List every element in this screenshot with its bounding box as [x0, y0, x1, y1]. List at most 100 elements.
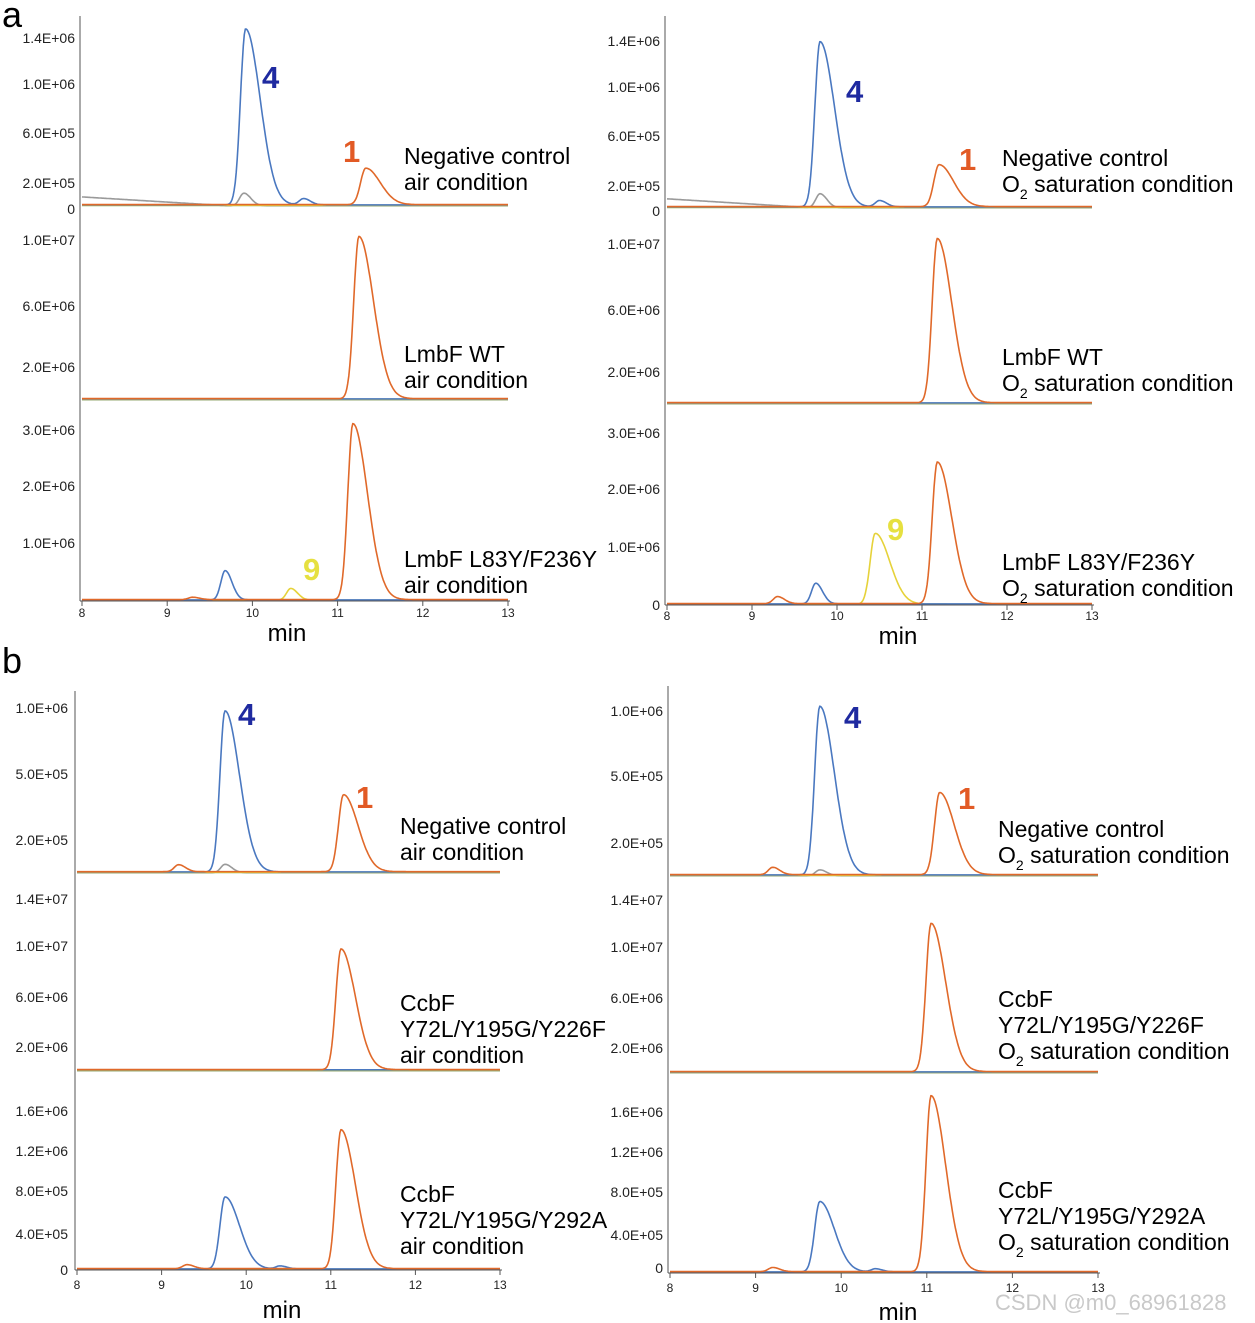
condition-label: air condition — [400, 1233, 524, 1259]
peak-label-4: 4 — [844, 700, 862, 735]
x-tick-label: 10 — [830, 609, 844, 623]
y-tick-label: 1.0E+06 — [22, 76, 75, 92]
y-tick-label: 1.0E+06 — [607, 539, 660, 555]
condition-label: Y72L/Y195G/Y292A — [998, 1203, 1206, 1229]
x-tick-label: 9 — [164, 606, 171, 620]
panel-letter-b: b — [2, 640, 22, 681]
y-tick-label: 4.0E+05 — [15, 1226, 68, 1242]
x-tick-label: 13 — [493, 1278, 507, 1292]
y-tick-label: 1.0E+07 — [15, 938, 68, 954]
y-tick-label: 1.0E+06 — [22, 535, 75, 551]
condition-label: LmbF L83Y/F236Y — [404, 546, 597, 572]
condition-label-o: O — [998, 842, 1016, 868]
y-tick-label: 3.0E+06 — [22, 422, 75, 438]
condition-label: Negative control — [400, 813, 566, 839]
x-tick-label: 12 — [416, 606, 430, 620]
trace-panel: 1.4E+07 1.0E+07 6.0E+06 2.0E+06 CcbFY72L/Y19… — [610, 892, 1230, 1074]
chart-a-right: 1.4E+06 1.0E+06 6.0E+05 2.0E+05 0 4 1 Negative … — [607, 16, 1234, 650]
condition-label-rest: saturation condition — [1024, 1038, 1230, 1064]
y-tick-label: 0 — [60, 1262, 68, 1278]
series-line-orange — [77, 948, 500, 1071]
trace-panel: 1.6E+06 1.2E+06 8.0E+05 4.0E+05 0 CcbFY72L/Y1… — [15, 1103, 607, 1278]
series-line-orange — [82, 235, 508, 400]
x-tick-label: 8 — [664, 609, 671, 623]
condition-label-o: O — [998, 1229, 1016, 1255]
y-tick-label: 1.0E+07 — [610, 939, 663, 955]
y-tick-label: 8.0E+05 — [15, 1183, 68, 1199]
condition-label: Y72L/Y195G/Y292A — [400, 1207, 608, 1233]
y-tick-label: 3.0E+06 — [607, 425, 660, 441]
series-line-orange — [670, 1094, 1098, 1273]
y-tick-label: 1.6E+06 — [15, 1103, 68, 1119]
y-tick-label: 2.0E+05 — [610, 835, 663, 851]
y-tick-label: 1.0E+07 — [22, 232, 75, 248]
y-tick-label: 2.0E+06 — [607, 481, 660, 497]
x-tick-label: 13 — [501, 606, 515, 620]
y-tick-label: 1.0E+07 — [607, 236, 660, 252]
y-tick-label: 2.0E+06 — [15, 1039, 68, 1055]
peak-label-1: 1 — [959, 142, 976, 177]
series-line-orange — [77, 793, 500, 873]
condition-label: CcbF — [400, 990, 455, 1016]
y-tick-label: 6.0E+06 — [610, 990, 663, 1006]
y-tick-label: 1.2E+06 — [610, 1144, 663, 1160]
y-tick-label: 6.0E+06 — [15, 989, 68, 1005]
condition-label: Negative control — [1002, 145, 1168, 171]
y-tick-label: 1.4E+06 — [22, 30, 75, 46]
y-tick-label: 6.0E+05 — [607, 128, 660, 144]
condition-label: CcbF — [998, 1177, 1053, 1203]
condition-label: Y72L/Y195G/Y226F — [998, 1012, 1204, 1038]
x-tick-label: 10 — [835, 1281, 849, 1295]
y-tick-label: 5.0E+05 — [15, 766, 68, 782]
y-tick-label: 0 — [652, 597, 660, 613]
y-tick-label: 4.0E+05 — [610, 1227, 663, 1243]
x-tick-label: 13 — [1085, 609, 1099, 623]
x-tick-label: 9 — [752, 1281, 759, 1295]
x-tick-label: 8 — [667, 1281, 674, 1295]
peak-label-4: 4 — [238, 697, 256, 732]
condition-label: LmbF WT — [404, 341, 505, 367]
x-axis-title: min — [879, 623, 918, 650]
x-axis-title: min — [879, 1299, 918, 1323]
condition-label: LmbF WT — [1002, 344, 1103, 370]
x-tick-label: 11 — [331, 606, 344, 620]
x-tick-label: 8 — [74, 1278, 81, 1292]
y-tick-label: 1.4E+07 — [610, 892, 663, 908]
condition-label-rest: saturation condition — [1024, 842, 1230, 868]
condition-label: O2 saturation condition — [1002, 370, 1234, 401]
x-tick-label: 11 — [325, 1278, 338, 1292]
condition-label-rest: saturation condition — [1028, 370, 1234, 396]
x-axis-title: min — [263, 1297, 302, 1323]
condition-label-sub: 2 — [1020, 385, 1028, 401]
watermark-text: CSDN @m0_68961828 — [995, 1290, 1226, 1315]
trace-panel: 1.0E+06 5.0E+05 2.0E+05 4 1 Negative controla… — [15, 697, 566, 874]
series-line-orange — [82, 422, 508, 601]
y-tick-label: 1.0E+06 — [610, 703, 663, 719]
y-tick-label: 8.0E+05 — [610, 1184, 663, 1200]
condition-label: air condition — [404, 367, 528, 393]
condition-label: O2 saturation condition — [998, 1038, 1230, 1069]
peak-label-4: 4 — [262, 60, 280, 95]
y-tick-label: 6.0E+06 — [22, 298, 75, 314]
trace-panel: 1.4E+06 1.0E+06 6.0E+05 2.0E+05 0 4 1 Negative … — [22, 28, 570, 217]
condition-label-rest: saturation condition — [1028, 171, 1234, 197]
condition-label: O2 saturation condition — [998, 1229, 1230, 1260]
series-line-orange — [670, 922, 1098, 1073]
y-tick-label: 1.0E+06 — [15, 700, 68, 716]
y-tick-label: 2.0E+05 — [22, 175, 75, 191]
trace-panel: 3.0E+06 2.0E+06 1.0E+06 9 LmbF L83Y/F236Yair… — [22, 422, 597, 602]
y-tick-label: 1.0E+06 — [607, 79, 660, 95]
chart-a-left: 1.4E+06 1.0E+06 6.0E+05 2.0E+05 0 4 1 Negative … — [22, 16, 597, 647]
peak-label-4: 4 — [846, 74, 864, 109]
trace-panel: 1.0E+06 5.0E+05 2.0E+05 4 1 Negative controlO… — [610, 700, 1230, 877]
condition-label: CcbF — [998, 986, 1053, 1012]
condition-label-sub: 2 — [1016, 1053, 1024, 1069]
y-tick-label: 2.0E+05 — [15, 832, 68, 848]
condition-label: O2 saturation condition — [998, 842, 1230, 873]
x-tick-label: 11 — [921, 1281, 934, 1295]
trace-panel: 1.4E+07 1.0E+07 6.0E+06 2.0E+06 CcbFY72L/Y19… — [15, 891, 606, 1072]
x-tick-label: 9 — [749, 609, 756, 623]
y-tick-label: 2.0E+06 — [22, 478, 75, 494]
